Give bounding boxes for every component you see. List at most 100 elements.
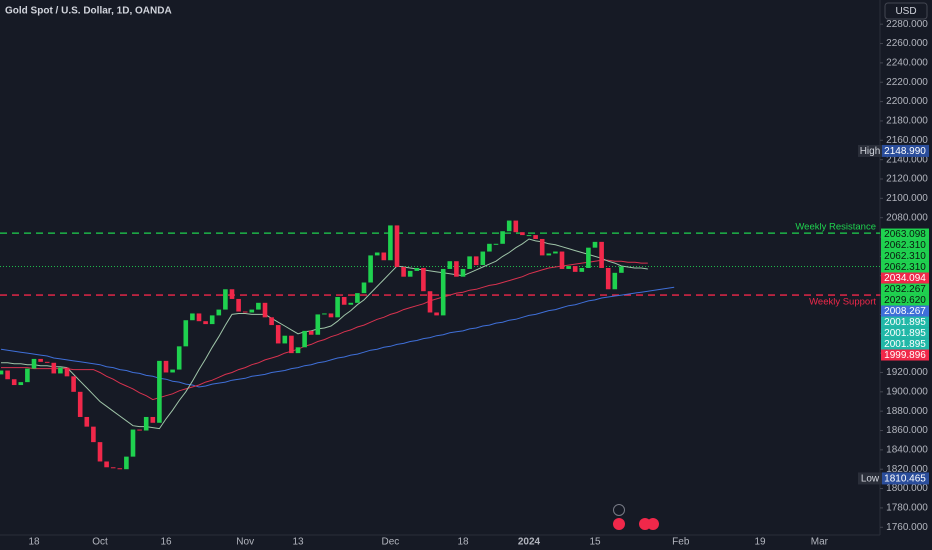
candle-body [64,367,70,377]
x-tick-label: 18 [457,537,469,548]
candle-body [110,467,116,469]
candle-body [612,272,618,290]
candle-body [546,253,552,256]
currency-label[interactable]: USD [895,6,916,17]
candle-body [553,251,558,254]
y-tick-label: 1760.000 [886,522,928,533]
price-label-box [881,239,929,251]
candle-body [414,267,420,271]
candle-body [473,256,479,266]
candle-body [434,312,439,316]
candle-body [97,442,103,462]
price-label: 2062.310 [884,251,926,262]
price-label-box [881,305,929,317]
candle-body [190,313,195,321]
candle-body [572,266,578,272]
x-tick-label: 16 [160,537,172,548]
event-icon [613,504,625,516]
candle-body [559,251,565,269]
x-tick-label: 2024 [518,537,541,548]
candle-body [586,247,591,268]
x-tick-label: Feb [672,537,690,548]
candle-body [117,468,123,470]
candle-body [130,429,136,457]
candle-body [5,370,10,380]
price-label-box [881,261,929,273]
candle-body [44,361,50,363]
price-label-box [881,272,929,284]
price-label-box [881,327,929,339]
price-label: 2032.267 [884,284,926,295]
candle-body [104,461,109,468]
price-label: 2029.620 [884,295,926,306]
candle-body [91,426,96,443]
y-tick-label: 2220.000 [886,77,928,88]
candle-body [328,313,334,318]
candle-body [539,238,545,256]
candle-body [348,302,354,305]
candle-body [605,267,611,290]
candle-body [579,267,585,272]
x-tick-label: Dec [382,537,400,548]
y-tick-label: 2140.000 [886,154,928,165]
candle-body [25,368,30,383]
candle-body [500,231,505,244]
price-label-box [881,294,929,306]
x-tick-label: 15 [589,537,601,548]
candle-body [157,360,162,423]
price-label-box [881,338,929,350]
price-label-box [881,349,929,361]
candle-body [150,416,156,423]
x-tick-label: Oct [92,537,108,548]
candle-body [454,261,459,277]
price-label: 2034.094 [884,273,926,284]
candle-body [249,309,255,313]
y-tick-label: 2200.000 [886,96,928,107]
candle-body [256,302,261,310]
candle-body [163,360,169,373]
high-value-label: 2148.990 [884,146,926,157]
candle-body [31,358,37,369]
candle-body [493,243,499,245]
candle-body [381,252,387,261]
candle-body [216,309,222,316]
price-label-box [881,316,929,328]
currency-button[interactable] [884,2,928,20]
y-tick-label: 2180.000 [886,116,928,127]
price-label: 2062.310 [884,240,926,251]
candle-body [302,330,307,348]
candle-body [38,358,43,362]
y-tick-label: 2120.000 [886,174,928,185]
event-icons [613,504,659,530]
candle-body [460,268,466,277]
candle-body [124,456,129,470]
event-icon [613,518,625,530]
price-labels: 2063.0982062.3102062.3102062.3102034.094… [858,144,929,485]
candle-body [18,382,24,386]
candle-body [374,252,380,256]
candle-body [487,243,492,252]
candle-body [599,241,604,268]
y-tick-label: 1900.000 [886,386,928,397]
y-tick-label: 1780.000 [886,503,928,514]
low-value-box [882,472,929,485]
x-tick-label: Nov [236,537,254,548]
high-tag [858,144,882,157]
y-tick-label: 1820.000 [886,464,928,475]
price-label-box [881,283,929,295]
ma-line [0,286,675,388]
candle-body [196,313,202,322]
price-label-box [881,228,929,240]
y-tick-label: 1920.000 [886,367,928,378]
price-label: 2062.310 [884,262,926,273]
candle-body [269,317,274,326]
candle-body [421,267,426,292]
candle-body [229,289,235,299]
low-tag-label: Low [861,474,880,485]
candle-body [322,313,327,315]
x-tick-label: 13 [292,537,304,548]
candle-body [282,335,288,344]
candle-body [355,293,360,303]
